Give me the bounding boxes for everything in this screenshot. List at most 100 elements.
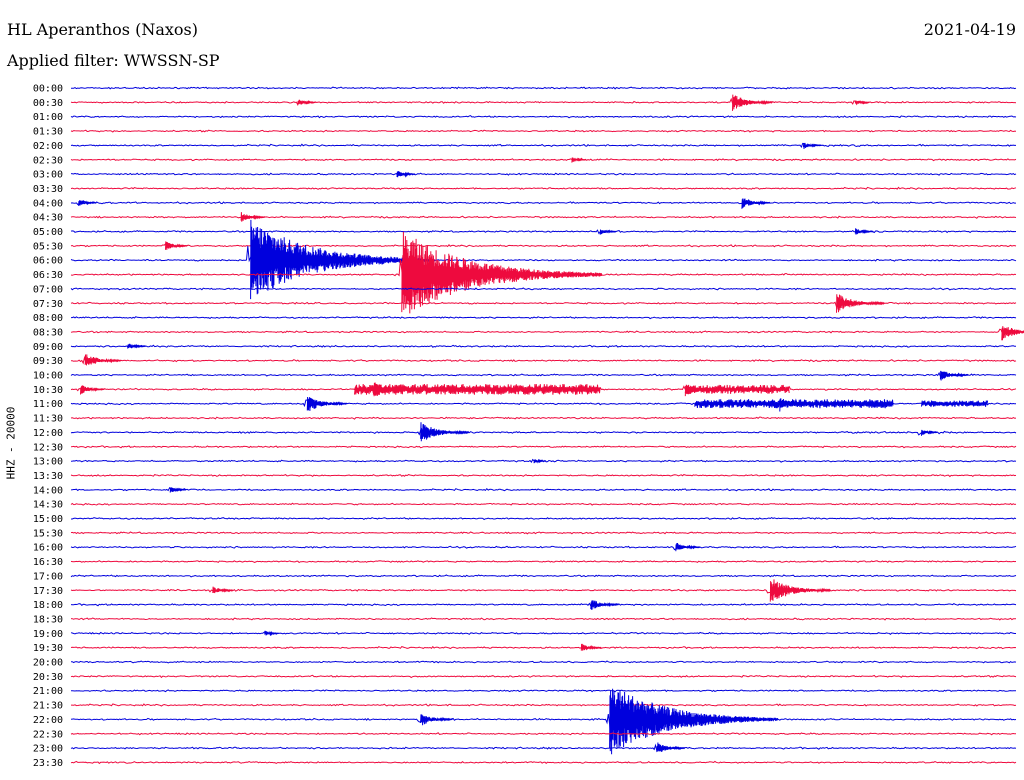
- trace-row-0230: [70, 157, 1017, 162]
- row-time-label: 23:30: [33, 758, 63, 769]
- row-time-label: 16:00: [33, 543, 63, 554]
- row-time-label: 01:00: [33, 112, 63, 123]
- row-time-label: 05:30: [33, 241, 63, 252]
- trace-row-1230: [70, 445, 1017, 449]
- trace-row-0030: [70, 97, 1017, 106]
- event-burst: [675, 542, 701, 552]
- row-time-label: 07:30: [33, 299, 63, 310]
- row-time-label: 21:00: [33, 686, 63, 697]
- event-burst: [165, 241, 188, 250]
- event-burst: [599, 229, 617, 235]
- row-time-label: 22:00: [33, 715, 63, 726]
- event-burst: [127, 343, 146, 349]
- row-time-label: 23:00: [33, 744, 63, 755]
- event-burst: [264, 630, 279, 636]
- row-time-label: 04:00: [33, 198, 63, 209]
- row-time-label: 13:30: [33, 471, 63, 482]
- trace-row-1630: [70, 560, 1017, 564]
- trace-row-1200: [70, 429, 1017, 436]
- row-time-label: 00:00: [33, 84, 63, 95]
- trace-row-0330: [70, 186, 1017, 191]
- row-time-label: 08:00: [33, 313, 63, 324]
- row-time-label: 19:30: [33, 643, 63, 654]
- tremor-segment: [354, 383, 601, 395]
- filter-value: WWSSN-SP: [123, 51, 220, 70]
- trace-row-0430: [70, 215, 1017, 220]
- event-burst: [609, 688, 779, 755]
- trace-row-2330: [70, 760, 1017, 765]
- event-burst: [656, 742, 686, 753]
- event-burst: [656, 711, 698, 728]
- event-burst: [854, 100, 870, 105]
- trace-row-1800: [70, 602, 1017, 607]
- trace-row-0130: [70, 129, 1017, 133]
- trace-row-2100: [70, 689, 1016, 693]
- event-burst: [306, 396, 348, 411]
- event-burst: [571, 157, 587, 163]
- filter-label: Applied filter:: [7, 51, 119, 70]
- event-burst: [420, 714, 453, 726]
- tremor-segment: [694, 399, 894, 409]
- event-burst: [741, 198, 771, 209]
- trace-row-0200: [70, 142, 1016, 149]
- trace-row-0700: [70, 287, 1017, 291]
- trace-row-1700: [70, 574, 1017, 578]
- row-time-label: 19:00: [33, 629, 63, 640]
- row-time-label: 20:30: [33, 672, 63, 683]
- row-time-label: 12:30: [33, 442, 63, 453]
- row-time-label: 08:30: [33, 327, 63, 338]
- event-burst: [212, 586, 234, 594]
- row-time-label: 15:30: [33, 528, 63, 539]
- event-burst: [921, 429, 938, 436]
- row-time-label: 18:00: [33, 600, 63, 611]
- trace-row-1530: [70, 531, 1017, 535]
- trace-row-1930: [70, 645, 1017, 651]
- trace-row-1900: [70, 631, 1016, 636]
- event-burst: [80, 385, 105, 395]
- station-title: HL Aperanthos (Naxos): [7, 20, 198, 39]
- event-burst: [732, 94, 773, 111]
- event-burst: [169, 487, 187, 493]
- trace-row-2300: [70, 743, 1017, 753]
- trace-row-0830: [70, 328, 1017, 335]
- row-time-label: 09:30: [33, 356, 63, 367]
- event-burst: [769, 579, 831, 602]
- row-time-label: 16:30: [33, 557, 63, 568]
- trace-row-0530: [70, 242, 1017, 249]
- event-burst: [396, 171, 416, 178]
- trace-row-2030: [70, 674, 1017, 679]
- row-time-label: 14:30: [33, 500, 63, 511]
- row-time-label: 02:30: [33, 155, 63, 166]
- row-time-label: 03:30: [33, 184, 63, 195]
- row-time-label: 03:00: [33, 170, 63, 181]
- event-burst: [401, 231, 603, 314]
- trace-row-0600: [70, 246, 1017, 269]
- trace-row-0100: [70, 115, 1017, 119]
- row-time-label: 06:00: [33, 256, 63, 267]
- trace-row-1430: [70, 502, 1017, 506]
- event-burst: [580, 643, 602, 651]
- row-time-label: 10:30: [33, 385, 63, 396]
- row-time-label: 05:00: [33, 227, 63, 238]
- event-burst: [420, 422, 470, 442]
- event-burst: [297, 99, 316, 105]
- event-burst: [939, 370, 969, 381]
- event-burst: [802, 142, 822, 149]
- row-time-label: 17:30: [33, 586, 63, 597]
- filter-line: Applied filter: WWSSN-SP: [7, 51, 220, 70]
- trace-row-0300: [70, 171, 1017, 178]
- trace-row-1000: [70, 371, 1017, 378]
- tremor-segment: [684, 384, 790, 394]
- event-burst: [590, 600, 620, 610]
- trace-row-2130: [71, 703, 1017, 707]
- trace-row-1830: [70, 617, 1016, 621]
- trace-row-0930: [71, 355, 1017, 365]
- row-time-label: 02:00: [33, 141, 63, 152]
- row-time-label: 06:30: [33, 270, 63, 281]
- row-time-label: 01:30: [33, 127, 63, 138]
- trace-row-0500: [70, 229, 1017, 235]
- trace-row-2230: [70, 732, 1016, 736]
- row-time-label: 00:30: [33, 98, 63, 109]
- event-burst: [854, 228, 874, 235]
